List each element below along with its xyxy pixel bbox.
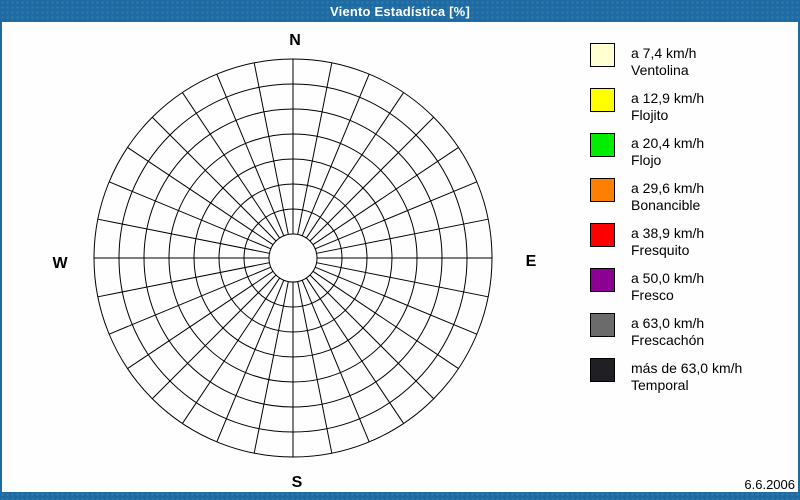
legend-speed-label: a 12,9 km/h [631,90,705,106]
legend-swatch-bonancible [590,178,615,202]
compass-east-label: E [525,253,537,270]
legend-item-bonancible: a 29,6 km/h Bonancible [590,178,742,223]
window-title: Viento Estadística [%] [330,3,470,19]
legend-name-label: Fresco [631,287,674,303]
legend-name-label: Flojito [631,107,669,123]
legend-item-ventolina: a 7,4 km/h Ventolina [590,43,742,88]
legend-name-label: Bonancible [631,197,701,213]
legend-item-fresco: a 50,0 km/h Fresco [590,268,742,313]
window-border-bottom [0,492,800,500]
legend-name-label: Fresquito [631,242,690,258]
legend-name-label: Flojo [631,152,662,168]
window-border-left [0,22,2,492]
legend-speed-label: a 29,6 km/h [631,180,705,196]
date-label: 6.6.2006 [744,477,795,492]
legend-swatch-fresquito [590,223,615,247]
legend-swatch-temporal [590,358,615,382]
legend-swatch-flojito [590,88,615,112]
window-titlebar[interactable]: Viento Estadística [%] [0,0,800,22]
legend-item-flojito: a 12,9 km/h Flojito [590,88,742,133]
legend-name-label: Ventolina [631,62,689,78]
legend-item-temporal: más de 63,0 km/h Temporal [590,358,742,403]
legend-item-fresquito: a 38,9 km/h Fresquito [590,223,742,268]
legend-speed-label: a 63,0 km/h [631,315,705,331]
legend-swatch-flojo [590,133,615,157]
legend-swatch-ventolina [590,43,615,67]
legend-item-flojo: a 20,4 km/h Flojo [590,133,742,178]
legend-swatch-frescachon [590,313,615,337]
compass-north-label: N [289,32,301,49]
legend-swatch-fresco [590,268,615,292]
legend: a 7,4 km/h Ventolina a 12,9 km/h Flojito… [590,43,742,403]
compass-west-label: W [52,255,68,272]
legend-speed-label: a 7,4 km/h [631,45,697,61]
legend-name-label: Temporal [631,377,689,393]
legend-item-frescachon: a 63,0 km/h Frescachón [590,313,742,358]
legend-speed-label: a 20,4 km/h [631,135,705,151]
legend-speed-label: más de 63,0 km/h [631,360,743,376]
legend-speed-label: a 50,0 km/h [631,270,705,286]
window-border-right [798,22,800,492]
legend-speed-label: a 38,9 km/h [631,225,705,241]
compass-south-label: S [291,474,303,491]
legend-name-label: Frescachón [631,332,705,348]
